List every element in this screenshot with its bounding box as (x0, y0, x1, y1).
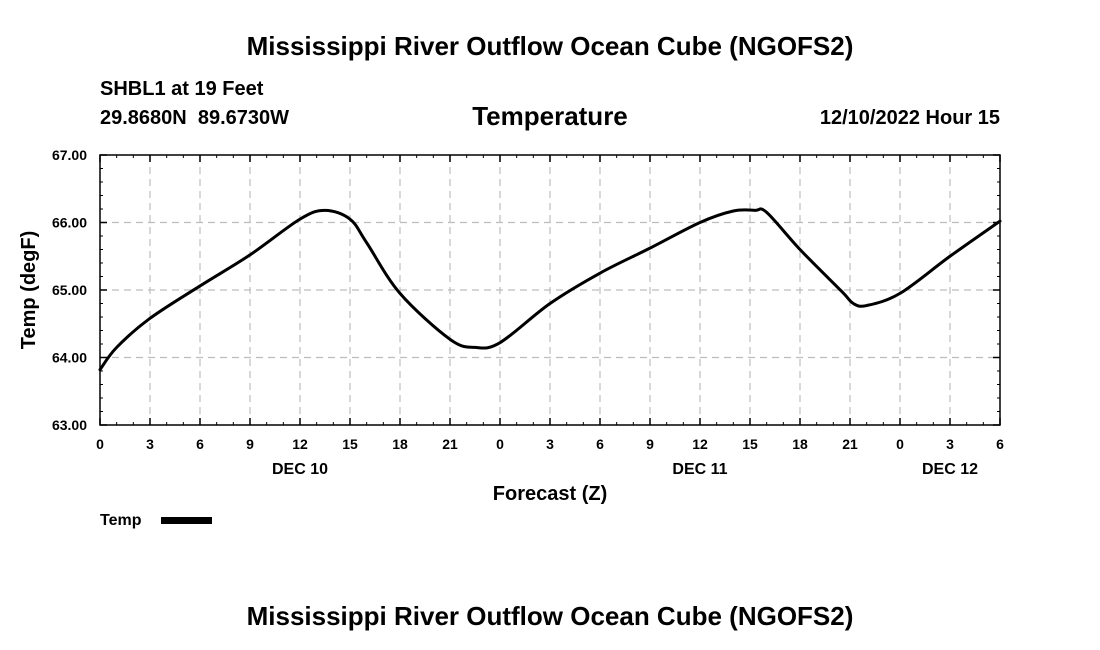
chart-subtitle: Temperature (472, 101, 628, 131)
x-tick-label: 9 (646, 436, 654, 452)
day-label: DEC 12 (922, 461, 978, 478)
x-tick-label: 3 (146, 436, 154, 452)
y-tick-label: 67.00 (52, 147, 87, 163)
y-tick-label: 63.00 (52, 417, 87, 433)
x-tick-label: 12 (692, 436, 708, 452)
series-layer (98, 207, 1002, 372)
x-axis-label: Forecast (Z) (493, 483, 607, 505)
legend: Temp (100, 512, 212, 529)
x-tick-label: 0 (896, 436, 904, 452)
y-tick-label: 65.00 (52, 282, 87, 298)
plot-area: 0 3 6 9 12 15 18 21 0 3 6 9 12 15 18 21 0 3 6 63.00 64.00 65.… (52, 147, 1004, 478)
x-tick-label: 15 (342, 436, 358, 452)
x-tick-label: 6 (996, 436, 1004, 452)
x-tick-label: 21 (842, 436, 858, 452)
x-tick-label: 15 (742, 436, 758, 452)
day-label: DEC 10 (272, 461, 328, 478)
x-tick-label: 0 (96, 436, 104, 452)
x-tick-label: 6 (196, 436, 204, 452)
day-label: DEC 11 (672, 461, 727, 478)
y-tick-label: 64.00 (52, 350, 87, 366)
station-label: SHBL1 at 19 Feet (100, 78, 264, 100)
date-label: 12/10/2022 Hour 15 (820, 107, 1000, 129)
x-tick-label: 18 (392, 436, 408, 452)
x-tick-label: 6 (596, 436, 604, 452)
tick-labels: 0 3 6 9 12 15 18 21 0 3 6 9 12 15 18 21 0 3 6 63.00 64.00 65.… (52, 147, 1004, 478)
x-tick-label: 3 (946, 436, 954, 452)
grid (100, 155, 1000, 425)
y-axis-label: Temp (degF) (18, 231, 40, 350)
legend-swatch-temp (161, 517, 212, 524)
legend-label-temp: Temp (100, 512, 142, 529)
footer-title: Mississippi River Outflow Ocean Cube (NG… (247, 601, 854, 631)
location-label: 29.8680N 89.6730W (100, 107, 289, 129)
x-tick-label: 18 (792, 436, 808, 452)
x-tick-label: 12 (292, 436, 308, 452)
x-tick-label: 21 (442, 436, 458, 452)
y-tick-label: 66.00 (52, 215, 87, 231)
x-tick-label: 0 (496, 436, 504, 452)
plot-frame (99, 154, 1001, 426)
chart-title: Mississippi River Outflow Ocean Cube (NG… (247, 31, 854, 61)
series-line-temp (98, 207, 1002, 372)
x-tick-label: 3 (546, 436, 554, 452)
x-tick-label: 9 (246, 436, 254, 452)
